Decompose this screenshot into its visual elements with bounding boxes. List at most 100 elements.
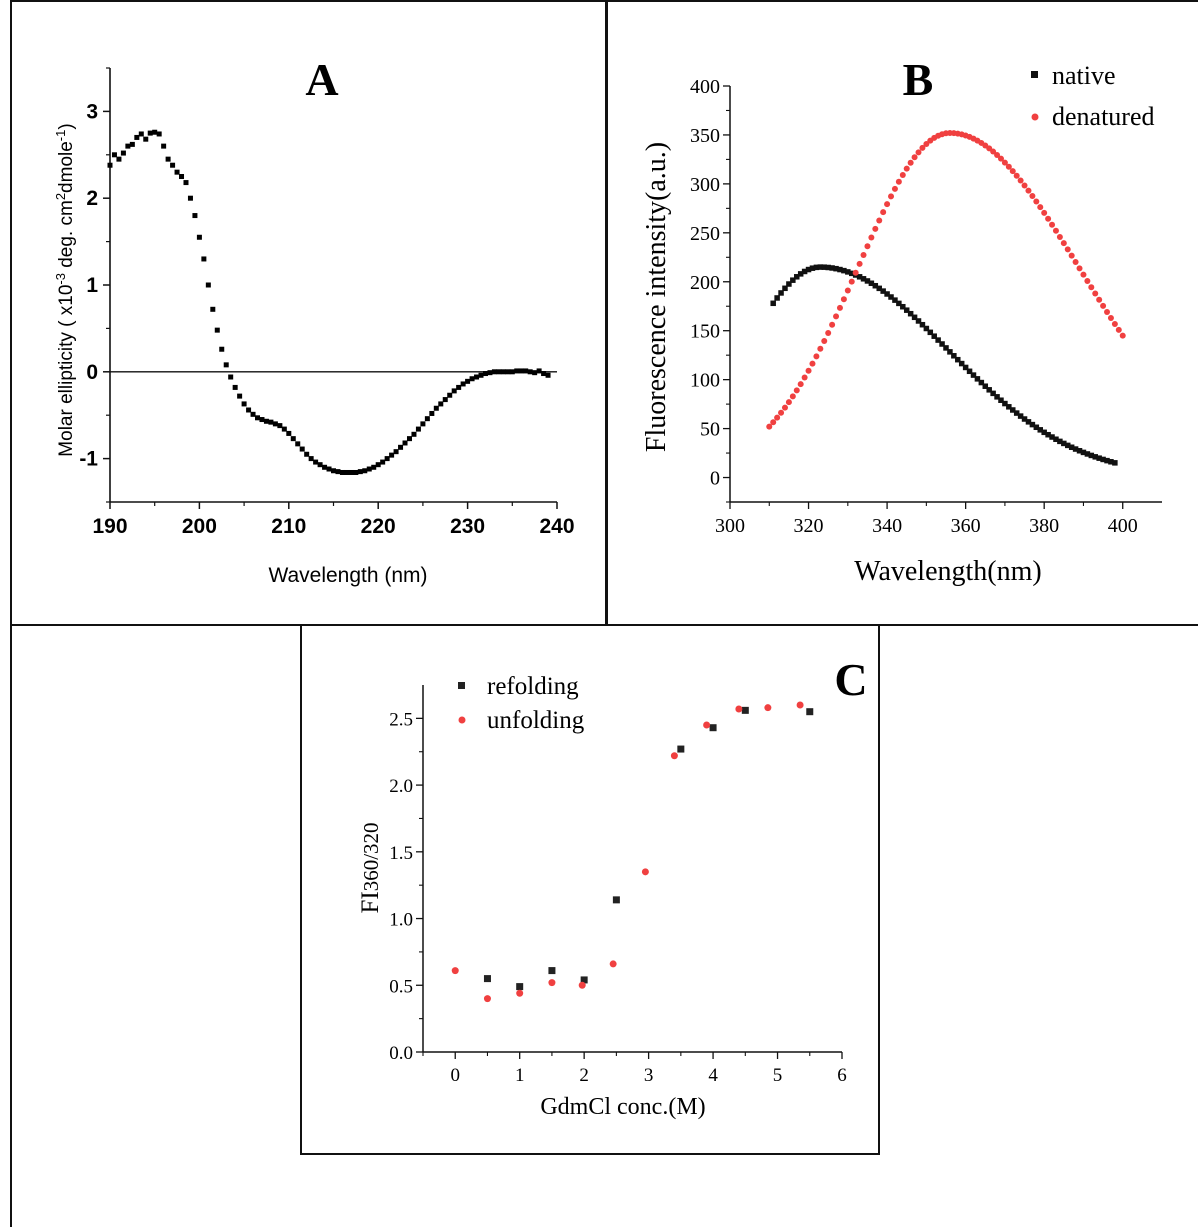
panel-c-y-tick-label: 0.0 [389, 1043, 413, 1064]
panel-b-native-point [1049, 434, 1055, 440]
panel-b-denatured-point [774, 414, 781, 421]
panel-b-denatured-point [1088, 284, 1095, 291]
legend-refolding-label: refolding [487, 673, 579, 700]
panel-a-data-point [442, 397, 448, 403]
panel-a-data-point [411, 431, 417, 437]
panel-c-unfolding-point [548, 979, 556, 987]
panel-a-data-point [429, 410, 435, 416]
panel-b-native-point [817, 264, 824, 270]
panel-b-native-point [864, 278, 871, 284]
panel-b-y-tick-label: 0 [710, 468, 720, 490]
panel-b-denatured-point [848, 278, 855, 285]
panel-a-data-point [272, 421, 278, 427]
panel-c-y-axis-label: FI360/320 [357, 822, 384, 913]
panel-b-denatured-point [789, 393, 796, 400]
panel-c-x-tick-label: 1 [515, 1065, 525, 1086]
panel-a-data-point [308, 456, 314, 462]
panel-a-data-point [223, 362, 229, 368]
panel-a-y-tick-label: 3 [86, 100, 98, 123]
panel-b-denatured-point [923, 141, 930, 148]
panel-b-native-point [1092, 454, 1098, 460]
panel-b-native-point [872, 282, 879, 289]
panel-a-data-point [255, 415, 261, 421]
panel-b-native-point [943, 345, 949, 351]
panel-b-denatured-point [907, 159, 914, 166]
panel-b-native-point [848, 270, 855, 277]
panel-a-data-point [183, 180, 189, 186]
panel-a-data-point [156, 131, 162, 137]
panel-b-y-tick-label: 100 [690, 370, 720, 392]
panel-a-data-point [237, 393, 243, 399]
panel-b-denatured-point [990, 148, 997, 155]
panel-b-native-point [998, 397, 1004, 403]
panel-a-data-point [295, 441, 301, 447]
panel-b-denatured-point [1013, 172, 1020, 179]
panel-b-native-point [982, 383, 989, 389]
panel-c-x-tick-label: 6 [837, 1065, 847, 1086]
panel-a-data-point [214, 327, 220, 333]
panel-b-native-point [876, 285, 882, 292]
panel-b-denatured-point [1119, 332, 1126, 339]
panel-b-denatured-point [1001, 159, 1008, 166]
panel-b-native-point [970, 372, 977, 378]
panel-b-denatured-point [1037, 204, 1044, 211]
panel-b-native-point [790, 277, 796, 283]
panel-b-denatured-point [872, 225, 879, 232]
panel-b-denatured-point [864, 243, 871, 250]
panel-a-data-point [205, 282, 211, 288]
panel-a-data-point [415, 426, 421, 432]
panel-c-unfolding-point [764, 704, 772, 712]
panel-b-x-tick-label: 300 [715, 515, 745, 537]
panel-b-native-point [939, 341, 945, 347]
panel-b-denatured-point [915, 149, 922, 156]
panel-a-data-point [474, 374, 480, 380]
panel-b-native-point [868, 280, 875, 287]
panel-b-x-axis-label: Wavelength(nm) [854, 556, 1041, 587]
panel-b-native-point [774, 295, 780, 301]
panel-b-native-point [1057, 438, 1063, 445]
panel-a-data-point [460, 381, 466, 387]
panel-b-denatured-point [1076, 265, 1083, 272]
panel-a-data-point [210, 306, 216, 312]
panel-c-x-tick-label: 2 [579, 1065, 589, 1086]
panel-a-data-point [187, 195, 193, 201]
panel-a-data-point [339, 469, 345, 475]
panel-a-data-point [514, 368, 520, 374]
panel-a-plot: 190 200 210 220 230 240 -1 0 1 2 3 [79, 67, 575, 538]
panel-c-unfolding-point [670, 752, 678, 760]
panel-b-denatured-point [911, 154, 918, 161]
panel-b-native-point [797, 271, 804, 277]
panel-a-data-point [384, 456, 390, 462]
panel-b-denatured-point [1104, 308, 1111, 315]
panel-c-x-tick-label: 5 [773, 1065, 783, 1086]
panel-b-native-point [915, 318, 922, 324]
panel-a-data-point [482, 371, 488, 377]
panel-a-data-point [259, 417, 265, 423]
panel-b-native-point [892, 297, 898, 303]
panel-a-data-point [143, 136, 149, 142]
panel-b-native-point [994, 394, 1000, 400]
panel-a-data-point [147, 130, 153, 136]
panel-a-data-point [120, 150, 126, 156]
legend-native-label: native [1052, 61, 1116, 90]
panel-b-native-point [786, 281, 792, 287]
panel-b-native-point [770, 300, 776, 307]
panel-b-denatured-point [1021, 182, 1028, 189]
panel-a-data-point [322, 464, 328, 470]
panel-b-native-point [1037, 427, 1044, 433]
panel-b-native-point [927, 329, 934, 336]
panel-a-data-point [406, 436, 412, 442]
panel-c-unfolding-point [516, 989, 524, 997]
panel-b-denatured-point [785, 399, 792, 406]
panel-a-data-point [398, 444, 404, 450]
panel-a-data-point [313, 459, 319, 465]
panel-b-native-point [884, 291, 890, 297]
panel-b-denatured-point [1084, 277, 1091, 284]
panel-b-native-point [1080, 449, 1087, 456]
panel-b-native-point [947, 349, 953, 355]
panel-b-native-point [1041, 429, 1047, 436]
panel-c-legend: refolding unfolding [458, 673, 585, 734]
panel-a-data-point [478, 372, 484, 378]
panel-a-data-point [402, 440, 408, 446]
panel-b-denatured-point [809, 360, 816, 367]
